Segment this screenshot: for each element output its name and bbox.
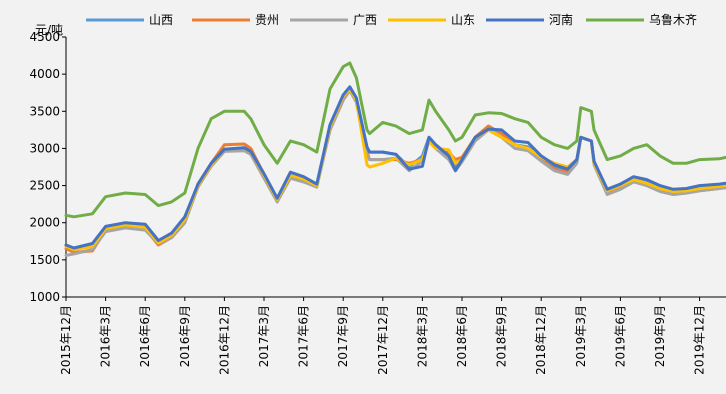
legend-label-乌鲁木齐: 乌鲁木齐 xyxy=(649,12,697,27)
x-tick-label: 2017年3月 xyxy=(257,305,271,367)
y-axis-ticks: 1000 1500 2000 2500 3000 3500 4000 4500 xyxy=(29,30,66,304)
y-tick-label: 2000 xyxy=(29,216,60,230)
y-tick-label: 3000 xyxy=(29,141,60,155)
legend-label-广西: 广西 xyxy=(353,13,377,27)
series-line-乌鲁木齐 xyxy=(64,61,726,219)
y-tick-label: 4000 xyxy=(29,67,60,81)
series-line-河南 xyxy=(64,85,726,250)
x-tick-label: 2016年3月 xyxy=(99,305,113,367)
legend-label-贵州: 贵州 xyxy=(255,13,279,27)
series-line-山东 xyxy=(64,87,726,251)
x-axis-ticks: 2015年12月 2016年3月 2016年6月 2016年9月 2016年12月 201… xyxy=(59,297,707,375)
x-tick-label: 2017年6月 xyxy=(297,305,311,367)
series-line-山西 xyxy=(64,87,726,251)
x-tick-label: 2018年6月 xyxy=(455,305,469,367)
series-line-广西 xyxy=(64,89,726,257)
y-tick-label: 3500 xyxy=(29,104,60,118)
x-tick-label: 2016年9月 xyxy=(178,305,192,367)
y-tick-label: 2500 xyxy=(29,179,60,193)
axes xyxy=(65,37,726,298)
x-tick-label: 2015年12月 xyxy=(59,305,73,375)
x-tick-label: 2018年9月 xyxy=(495,305,509,367)
legend-label-河南: 河南 xyxy=(549,12,573,27)
y-tick-label: 1500 xyxy=(29,253,60,267)
legend: 山西 贵州 广西 山东 河南 乌鲁木齐 xyxy=(86,12,697,27)
x-tick-label: 2018年12月 xyxy=(534,305,548,375)
y-axis-unit-label: 元/吨 xyxy=(35,23,63,37)
x-tick-label: 2016年6月 xyxy=(138,305,152,367)
legend-label-山东: 山东 xyxy=(451,13,475,27)
x-tick-label: 2019年6月 xyxy=(613,305,627,367)
y-tick-label: 4500 xyxy=(29,30,60,44)
x-tick-label: 2019年3月 xyxy=(574,305,588,367)
series-lines xyxy=(64,61,726,257)
x-tick-label: 2019年12月 xyxy=(693,305,707,375)
x-tick-label: 2018年3月 xyxy=(415,305,429,367)
x-tick-label: 2019年9月 xyxy=(653,305,667,367)
series-line-贵州 xyxy=(64,87,726,254)
x-tick-label: 2017年9月 xyxy=(336,305,350,367)
y-tick-label: 1000 xyxy=(29,290,60,304)
legend-label-山西: 山西 xyxy=(149,13,173,27)
x-tick-label: 2017年12月 xyxy=(376,305,390,375)
x-tick-label: 2016年12月 xyxy=(217,305,231,375)
